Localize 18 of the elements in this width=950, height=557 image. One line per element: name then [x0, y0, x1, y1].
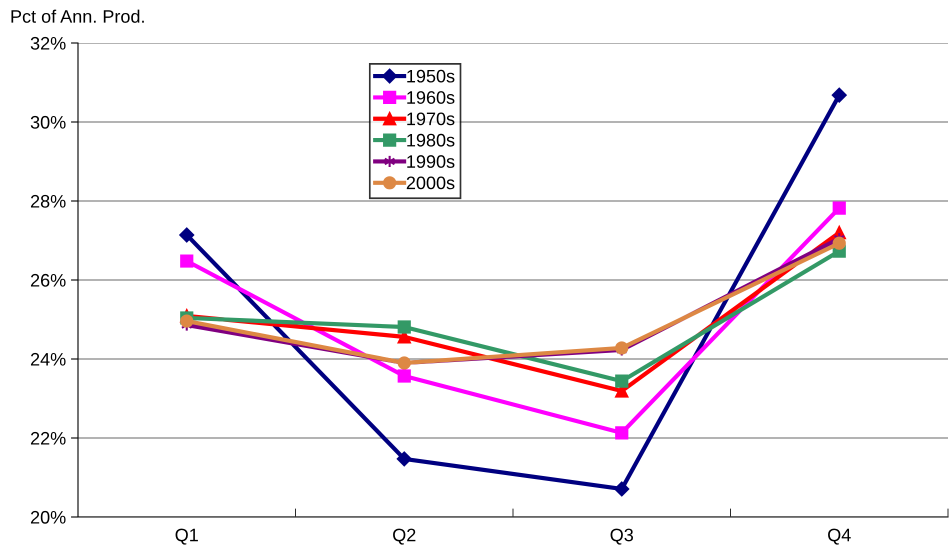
y-tick-label: 24% [30, 352, 66, 366]
x-tick-label: Q2 [393, 528, 416, 545]
legend-label: 1990s [407, 155, 454, 168]
x-tick-label: Q4 [828, 528, 851, 545]
y-tick-label: 26% [30, 274, 66, 287]
y-tick-label: 32% [30, 36, 66, 50]
y-tick-label: 28% [30, 194, 66, 208]
y-tick-label: 30% [30, 116, 66, 129]
y-axis-title: Pct of Ann. Prod. [11, 10, 144, 23]
x-tick-label: Q1 [176, 528, 198, 545]
y-tick-label: 20% [30, 510, 66, 524]
legend-label: 2000s [406, 176, 454, 190]
legend-label: 1950s [407, 70, 454, 83]
legend-label: 1960s [407, 91, 454, 104]
y-tick-label: 22% [30, 432, 66, 445]
x-tick-label: Q3 [610, 528, 633, 545]
legend-label: 1980s [407, 134, 454, 147]
legend-label: 1970s [407, 112, 454, 126]
